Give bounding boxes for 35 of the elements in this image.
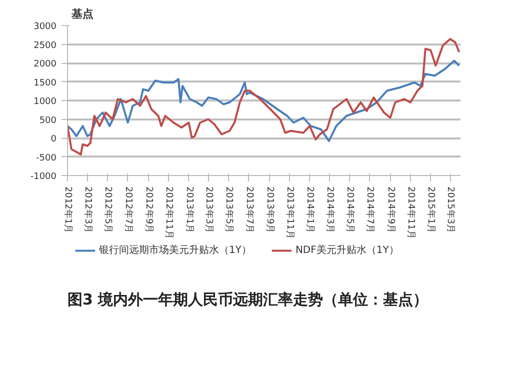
y-tick-label: -1000 <box>30 172 57 182</box>
y-tick-label: 2500 <box>34 40 57 51</box>
line-series <box>68 38 460 156</box>
x-tick-label: 2013年1月 <box>184 186 195 234</box>
legend-label: 银行间远期市场美元升贴水（1Y） <box>98 244 252 256</box>
x-tick-label: 2012年7月 <box>122 186 134 234</box>
x-tick-label: 2013年7月 <box>244 186 255 234</box>
x-tick-label: 2013年5月 <box>224 186 235 234</box>
x-tick-label: 2014年3月 <box>324 186 336 234</box>
y-axis-title: 基点 <box>70 8 94 20</box>
x-tick-label: 2012年9月 <box>143 186 154 234</box>
y-tick-label: -500 <box>36 153 57 164</box>
x-tick-label: 2013年9月 <box>264 186 276 234</box>
x-tick-label: 2014年9月 <box>385 186 396 234</box>
y-tick-label: 2000 <box>34 60 57 70</box>
x-tick-label: 2012年11月 <box>164 186 175 239</box>
y-tick-label: 500 <box>39 116 57 126</box>
line-series <box>68 60 460 142</box>
x-tick-label: 2012年1月 <box>62 186 74 234</box>
x-tick-label: 2013年11月 <box>284 186 296 239</box>
y-tick-label: 3000 <box>34 22 57 32</box>
text: 图3 境内外一年期人民币远期汇率走势（单位：基点） <box>68 290 428 308</box>
legend-label: NDF美元升贴水（1Y） <box>295 244 399 256</box>
y-tick-label: 1500 <box>34 78 57 88</box>
y-tick-label: 0 <box>50 134 57 144</box>
y-tick-label: 1000 <box>34 97 57 107</box>
x-tick-label: 2014年11月 <box>405 186 416 239</box>
x-tick-label: 2013年3月 <box>203 186 214 234</box>
x-tick-label: 2012年3月 <box>82 186 94 234</box>
x-tick-label: 2015年3月 <box>445 186 456 234</box>
x-tick-label: 2015年1月 <box>426 186 437 234</box>
x-tick-label: 2014年7月 <box>364 186 376 234</box>
x-tick-label: 2014年5月 <box>344 186 356 234</box>
x-tick-label: 2014年1月 <box>304 186 316 234</box>
x-tick-label: 2012年5月 <box>102 186 114 234</box>
